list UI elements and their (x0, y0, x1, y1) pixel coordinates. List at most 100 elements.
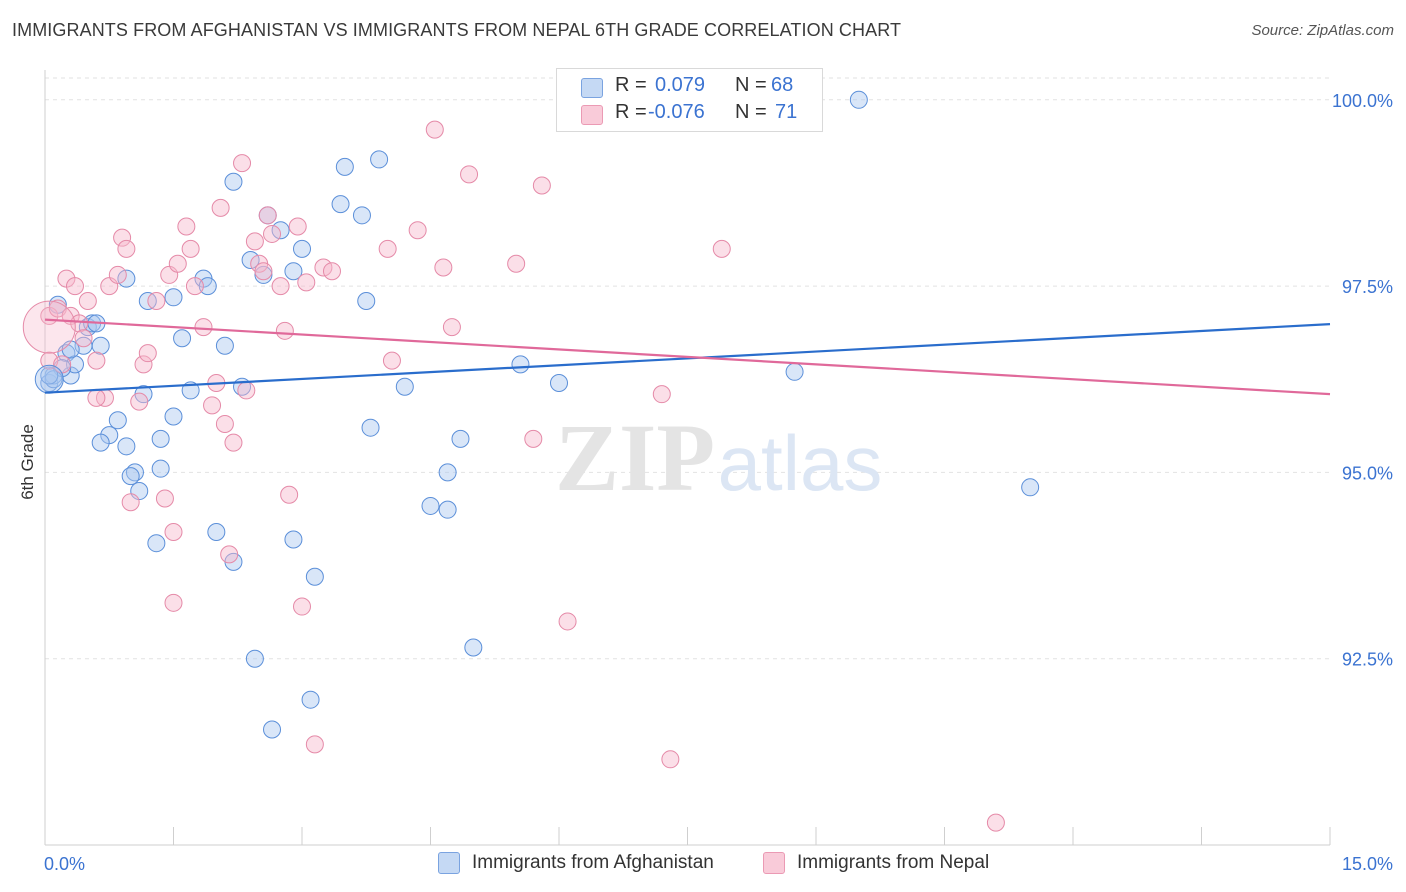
correlation-legend: R = 0.079 N = 68 R = -0.076 N = 71 (556, 68, 823, 132)
y-tick-label: 97.5% (1342, 277, 1393, 297)
afghanistan-trend-line (44, 323, 1331, 394)
afghanistan-point (451, 429, 470, 448)
afghanistan-point (91, 433, 110, 452)
nepal-point (305, 735, 324, 754)
legend-n-value: 68 (771, 74, 794, 96)
nepal-point (224, 433, 243, 452)
nepal-point (532, 176, 551, 195)
nepal-point (147, 292, 166, 311)
nepal-point (87, 388, 106, 407)
afghanistan-point (164, 288, 183, 307)
afghanistan-point (284, 530, 303, 549)
nepal-point (434, 258, 453, 277)
afghanistan-point (151, 459, 170, 478)
nepal-point (293, 597, 311, 616)
nepal-point (258, 206, 277, 225)
tick-labels: 92.5% 95.0% 97.5% 100.0% 0.0% 15.0% (44, 91, 1393, 874)
afghanistan-point (151, 429, 170, 448)
nepal-point (168, 254, 187, 273)
nepal-point (78, 292, 97, 311)
legend-r-label: R = (615, 101, 647, 123)
afghanistan-point (421, 496, 440, 515)
nepal-point (712, 239, 731, 258)
afghanistan-point (361, 418, 380, 437)
afghanistan-point (511, 355, 530, 374)
legend-n-value: 71 (775, 101, 798, 123)
y-tick-label: 100.0% (1332, 91, 1393, 111)
afghanistan-point (108, 411, 127, 430)
y-tick-label: 92.5% (1342, 650, 1393, 670)
afghanistan-point (164, 407, 183, 426)
watermark: ZIP atlas (555, 404, 882, 511)
legend-r-label: R = (615, 74, 647, 96)
legend-r-value: 0.079 (655, 74, 706, 96)
y-axis-label: 6th Grade (18, 424, 37, 500)
nepal-point (382, 351, 401, 370)
afghanistan-point (40, 366, 59, 385)
nepal-point (297, 273, 316, 292)
afghanistan-point (785, 362, 804, 381)
nepal-point (237, 381, 256, 400)
afghanistan-point (301, 690, 320, 709)
nepal-point (425, 120, 444, 139)
afghanistan-point (438, 463, 457, 482)
afghanistan-point (357, 292, 376, 311)
nepal-point (185, 277, 204, 296)
nepal-point (288, 217, 307, 236)
axes (44, 70, 1331, 846)
legend-label-afghanistan: Immigrants from Afghanistan (472, 852, 714, 873)
nepal-point (558, 612, 577, 631)
nepal-point (254, 262, 273, 281)
nepal-point (378, 239, 397, 258)
afghanistan-point (438, 500, 457, 519)
nepal-point (275, 321, 294, 340)
legend-row-nepal: R = -0.076 N = 71 (557, 100, 822, 128)
nepal-point (263, 224, 282, 243)
trend-lines (44, 318, 1331, 396)
legend-r-value: -0.076 (648, 101, 705, 123)
nepal-point (113, 228, 132, 247)
nepal-point-cluster (22, 300, 76, 354)
nepal-point (138, 344, 157, 363)
watermark-zip: ZIP (555, 404, 715, 511)
afghanistan-point-cluster (34, 364, 64, 394)
nepal-point (661, 750, 680, 769)
data-points (22, 90, 1040, 832)
nepal-point (986, 813, 1005, 832)
legend-row-afghanistan: R = 0.079 N = 68 (557, 73, 822, 101)
afghanistan-point (849, 90, 868, 109)
legend-n-label: N = (735, 101, 767, 123)
nepal-point (134, 355, 153, 374)
afghanistan-point (254, 265, 273, 284)
nepal-point (74, 329, 93, 348)
afghanistan-point (271, 221, 290, 240)
legend-n-label: N = (735, 74, 767, 96)
afghanistan-point (464, 638, 483, 657)
afghanistan-point (117, 437, 136, 456)
nepal-point (524, 429, 543, 448)
legend-swatch-pink (763, 852, 785, 874)
nepal-point (408, 221, 427, 240)
afghanistan-point (370, 150, 389, 169)
afghanistan-point (224, 172, 243, 191)
legend-label-nepal: Immigrants from Nepal (797, 852, 990, 873)
nepal-point (87, 351, 106, 370)
nepal-point (117, 239, 136, 258)
nepal-point (442, 318, 461, 337)
nepal-point (460, 165, 479, 184)
x-tick-label: 15.0% (1342, 854, 1393, 874)
nepal-point (215, 414, 234, 433)
afghanistan-point (395, 377, 414, 396)
nepal-point (181, 239, 200, 258)
chart-title: IMMIGRANTS FROM AFGHANISTAN VS IMMIGRANT… (12, 20, 902, 40)
chart-source: Source: ZipAtlas.com (1251, 22, 1394, 39)
legend-swatch-pink (581, 105, 603, 125)
nepal-point (211, 198, 230, 217)
x-tick-label: 0.0% (44, 854, 85, 874)
afghanistan-point (117, 269, 136, 288)
afghanistan-point (91, 336, 110, 355)
afghanistan-point (305, 567, 324, 586)
nepal-point (130, 392, 149, 411)
afghanistan-point (245, 649, 264, 668)
